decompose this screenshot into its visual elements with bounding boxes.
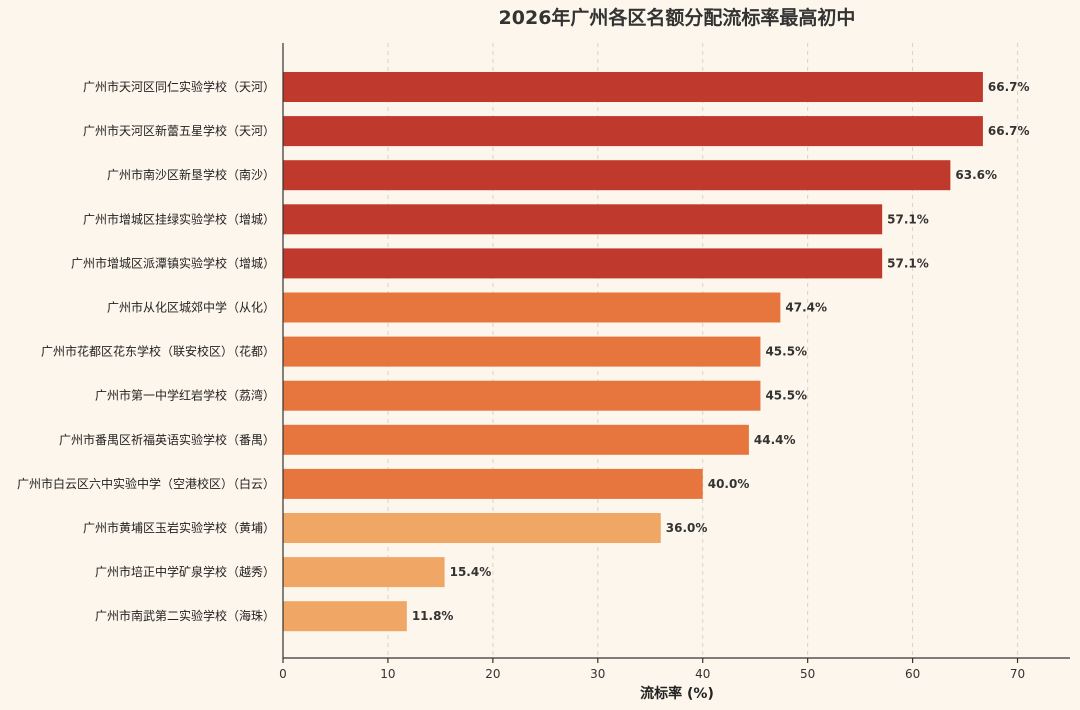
bar xyxy=(283,336,761,367)
category-label: 广州市南武第二实验学校（海珠） xyxy=(95,608,275,623)
value-label: 36.0% xyxy=(666,521,708,535)
bar xyxy=(283,248,883,279)
bar xyxy=(283,204,883,235)
value-label: 57.1% xyxy=(887,212,929,226)
category-labels: 广州市天河区同仁实验学校（天河） 广州市天河区新蕾五星学校（天河） 广州市南沙区新垦… xyxy=(17,79,275,623)
category-label: 广州市从化区城郊中学（从化） xyxy=(107,300,275,315)
category-label: 广州市第一中学红岩学校（荔湾） xyxy=(95,388,275,403)
value-label: 47.4% xyxy=(785,301,827,315)
x-tick-label: 50 xyxy=(800,667,815,681)
bar xyxy=(283,468,703,499)
bar xyxy=(283,292,781,323)
bar xyxy=(283,601,407,632)
category-label: 广州市增城区挂绿实验学校（增城） xyxy=(83,211,275,226)
value-label: 66.7% xyxy=(988,124,1030,138)
category-label: 广州市番禺区祈福英语实验学校（番禺） xyxy=(59,432,275,447)
value-labels: 66.7% 66.7% 63.6% 57.1% 57.1% 47.4% 45.5% 45.5%… xyxy=(412,80,1030,623)
chart-title: 2026年广州各区名额分配流标率最高初中 xyxy=(499,6,856,29)
bar xyxy=(283,557,445,588)
value-label: 11.8% xyxy=(412,609,454,623)
bar xyxy=(283,72,983,102)
value-label: 63.6% xyxy=(955,168,997,182)
x-tick-label: 10 xyxy=(380,667,395,681)
axes: 0 10 20 30 40 50 60 70 xyxy=(279,43,1070,681)
category-label: 广州市天河区新蕾五星学校（天河） xyxy=(83,123,275,138)
value-label: 45.5% xyxy=(765,389,807,403)
x-tick-label: 0 xyxy=(279,667,287,681)
category-label: 广州市增城区派潭镇实验学校（增城） xyxy=(71,255,275,270)
bar xyxy=(283,424,749,455)
category-label: 广州市天河区同仁实验学校（天河） xyxy=(83,79,275,94)
x-tick-label: 30 xyxy=(590,667,605,681)
category-label: 广州市黄埔区玉岩实验学校（黄埔） xyxy=(83,520,275,535)
bar xyxy=(283,380,761,411)
value-label: 40.0% xyxy=(708,477,750,491)
category-label: 广州市南沙区新垦学校（南沙） xyxy=(107,167,275,182)
x-tick-label: 40 xyxy=(695,667,710,681)
value-label: 44.4% xyxy=(754,433,796,447)
category-label: 广州市培正中学矿泉学校（越秀） xyxy=(95,564,275,579)
value-label: 45.5% xyxy=(765,345,807,359)
bar xyxy=(283,116,983,147)
category-label: 广州市花都区花东学校（联安校区）（花都） xyxy=(41,344,275,359)
category-label: 广州市白云区六中实验中学（空港校区）（白云） xyxy=(17,476,275,491)
bar xyxy=(283,160,951,191)
x-tick-label: 70 xyxy=(1010,667,1025,681)
bars xyxy=(283,72,983,632)
x-tick-label: 20 xyxy=(485,667,500,681)
value-label: 66.7% xyxy=(988,80,1030,94)
value-label: 15.4% xyxy=(450,565,492,579)
value-label: 57.1% xyxy=(887,256,929,270)
x-axis-title: 流标率 (%) xyxy=(640,685,714,702)
bar xyxy=(283,513,661,543)
x-tick-label: 60 xyxy=(905,667,920,681)
